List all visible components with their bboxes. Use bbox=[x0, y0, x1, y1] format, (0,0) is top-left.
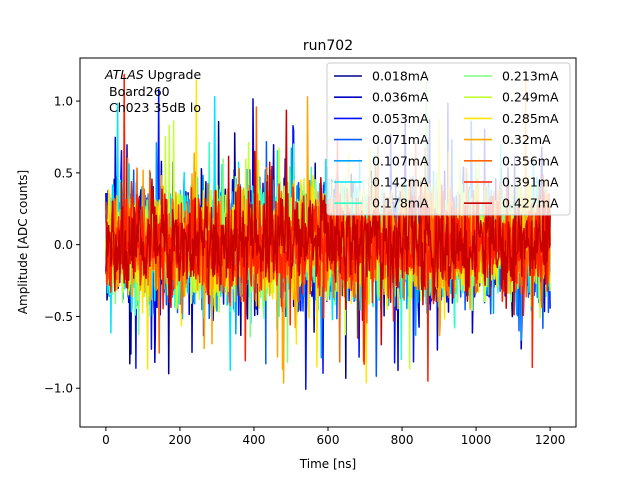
x-axis-label: Time [ns] bbox=[299, 457, 356, 471]
series-line bbox=[105, 109, 551, 346]
legend-box bbox=[326, 62, 571, 216]
legend-label: 0.213mA bbox=[502, 69, 559, 84]
annotation-line2: Board260 bbox=[109, 84, 170, 99]
annotation-normal: Upgrade bbox=[144, 67, 202, 82]
legend-label: 0.391mA bbox=[502, 175, 559, 190]
legend-label: 0.018mA bbox=[372, 69, 429, 84]
y-tick-label: −1.0 bbox=[44, 382, 73, 396]
legend-label: 0.036mA bbox=[372, 90, 429, 105]
legend-label: 0.142mA bbox=[372, 175, 429, 190]
legend-label: 0.178mA bbox=[372, 196, 429, 211]
legend-label: 0.053mA bbox=[372, 111, 429, 126]
y-axis-label: Amplitude [ADC counts] bbox=[16, 170, 30, 314]
legend-label: 0.107mA bbox=[372, 153, 429, 168]
x-tick-label: 1000 bbox=[461, 433, 492, 447]
x-tick-label: 800 bbox=[391, 433, 414, 447]
legend-label: 0.427mA bbox=[502, 196, 559, 211]
x-tick-label: 200 bbox=[168, 433, 191, 447]
legend: 0.018mA 0.036mA 0.053mA 0.071mA 0.107mA 0.142… bbox=[326, 62, 571, 216]
x-tick-label: 600 bbox=[317, 433, 340, 447]
annotation-italic: ATLAS bbox=[104, 67, 144, 82]
x-tick-label: 0 bbox=[102, 433, 110, 447]
chart-title: run702 bbox=[303, 38, 353, 54]
x-tick-label: 1200 bbox=[535, 433, 566, 447]
x-axis: 0 200 400 600 800 1000 1200 bbox=[102, 427, 565, 447]
annotation-line3: Ch023 35dB lo bbox=[109, 100, 201, 115]
y-tick-label: 1.0 bbox=[54, 95, 73, 109]
atlas-annotation: ATLAS Upgrade Board260 Ch023 35dB lo bbox=[104, 67, 201, 115]
y-tick-label: 0.0 bbox=[54, 238, 73, 252]
legend-label: 0.071mA bbox=[372, 132, 429, 147]
series-layer bbox=[105, 73, 551, 390]
legend-label: 0.32mA bbox=[502, 132, 551, 147]
y-tick-label: −0.5 bbox=[44, 310, 73, 324]
legend-label: 0.285mA bbox=[502, 111, 559, 126]
svg-text:ATLAS Upgrade: ATLAS Upgrade bbox=[104, 67, 201, 82]
y-axis: −1.0 −0.5 0.0 0.5 1.0 bbox=[44, 95, 80, 396]
y-tick-label: 0.5 bbox=[54, 166, 73, 180]
x-tick-label: 400 bbox=[243, 433, 266, 447]
legend-label: 0.249mA bbox=[502, 90, 559, 105]
legend-label: 0.356mA bbox=[502, 153, 559, 168]
